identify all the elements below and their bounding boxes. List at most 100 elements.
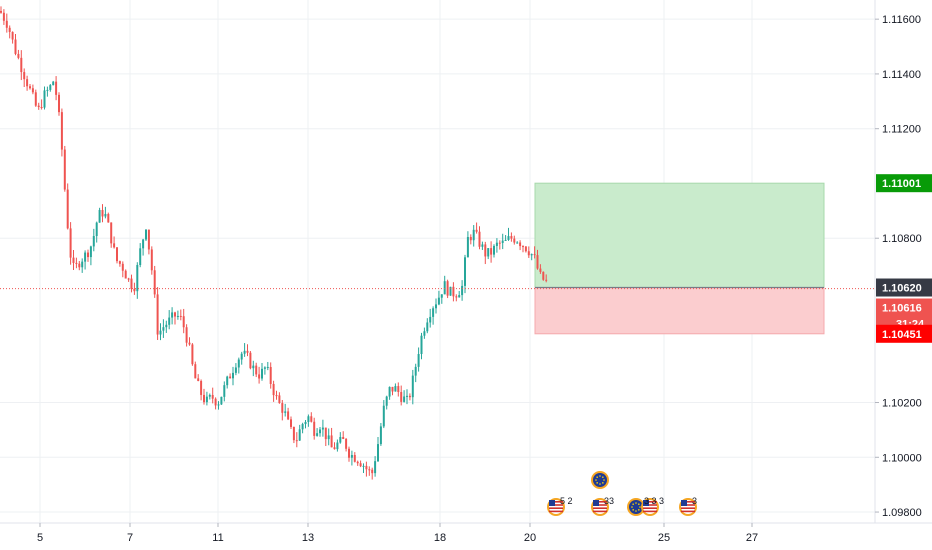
candle — [188, 337, 191, 346]
candle — [78, 260, 81, 271]
candle — [385, 395, 388, 410]
candle — [472, 225, 475, 247]
candle — [58, 92, 60, 116]
candle — [481, 241, 484, 250]
price-tick-label: 1.09800 — [882, 507, 922, 519]
candle — [14, 33, 17, 56]
profit-zone[interactable] — [534, 182, 825, 289]
candle — [43, 86, 46, 110]
candle — [417, 347, 420, 372]
candle — [11, 31, 14, 44]
candle — [379, 422, 382, 446]
candle — [313, 417, 316, 440]
candle — [220, 396, 223, 405]
candle — [513, 235, 516, 245]
economic-events[interactable]: 5 2 33 3 3 3 3 — [547, 471, 697, 516]
candle — [365, 461, 368, 477]
candle — [55, 76, 58, 101]
candle — [237, 357, 240, 374]
candle — [75, 257, 78, 269]
candle — [333, 442, 336, 450]
candle — [345, 437, 348, 452]
candle — [522, 245, 524, 253]
time-axis[interactable]: 5 7 11 13 18 20 25 27 — [37, 523, 758, 544]
candle — [182, 308, 185, 334]
economic-event[interactable]: 33 — [591, 471, 614, 516]
candle — [29, 83, 31, 90]
economic-event[interactable]: 3 — [679, 496, 697, 516]
candle — [420, 332, 423, 360]
stop-price-tag-bg — [876, 324, 932, 343]
candle — [95, 221, 98, 243]
candle — [359, 460, 362, 468]
candle — [510, 232, 513, 242]
candle — [205, 391, 208, 406]
candle — [31, 84, 34, 95]
candle — [272, 380, 275, 402]
entry-price-label: 1.10620 — [882, 283, 922, 295]
time-tick-label: 5 — [37, 532, 43, 544]
candle — [411, 369, 414, 405]
candle — [261, 363, 263, 381]
candle — [452, 282, 455, 302]
candle — [185, 324, 188, 347]
candle — [258, 366, 261, 384]
candle — [464, 254, 466, 294]
entry-price-tag[interactable]: 1.10620 — [876, 278, 932, 297]
economic-event[interactable]: 3 3 3 — [627, 496, 664, 516]
entry-price-tag-bg — [876, 278, 932, 297]
candle — [200, 379, 203, 401]
candle — [353, 452, 356, 463]
candle — [466, 231, 469, 258]
stop-price-tag[interactable]: 1.10451 — [876, 324, 932, 343]
candle — [321, 419, 324, 437]
candle — [121, 261, 124, 278]
candle — [374, 456, 377, 477]
candle — [501, 233, 504, 250]
last-price-label: 1.10616 — [882, 303, 922, 315]
target-price-tag[interactable]: 1.11001 — [876, 174, 932, 193]
candle — [542, 271, 545, 281]
candle — [330, 427, 333, 448]
candle — [162, 319, 165, 338]
stop-price-label: 1.10451 — [882, 329, 922, 341]
candle — [243, 343, 246, 357]
candle — [174, 311, 176, 325]
candle — [530, 253, 533, 261]
candle — [319, 426, 321, 437]
time-tick-label: 20 — [524, 532, 536, 544]
candle — [339, 432, 342, 444]
candle — [17, 49, 20, 60]
candle — [539, 264, 542, 274]
price-axis[interactable]: 1.11600 1.11400 1.11200 1.10800 1.10200 1.100… — [875, 14, 922, 519]
candle — [150, 246, 153, 275]
position-zones — [534, 182, 825, 335]
candle — [46, 86, 49, 97]
candle — [478, 226, 481, 250]
economic-event[interactable]: 5 2 — [547, 496, 573, 516]
candle — [278, 392, 281, 404]
candle — [455, 294, 458, 302]
candle — [246, 344, 249, 357]
loss-zone[interactable] — [534, 287, 825, 335]
candle — [316, 428, 319, 437]
candle — [20, 50, 23, 81]
candle — [301, 422, 304, 434]
candle — [66, 183, 69, 230]
candle — [124, 269, 127, 279]
candle — [519, 240, 522, 251]
candle — [26, 75, 29, 91]
candle — [371, 467, 374, 480]
candle — [263, 366, 266, 375]
candle — [203, 388, 205, 405]
candle — [118, 260, 121, 267]
candle — [211, 387, 214, 404]
candle — [382, 400, 385, 429]
candle — [171, 307, 174, 325]
candle — [524, 246, 527, 253]
candles — [0, 6, 548, 480]
candle — [49, 84, 52, 92]
candle — [2, 9, 5, 25]
candle — [156, 287, 159, 340]
